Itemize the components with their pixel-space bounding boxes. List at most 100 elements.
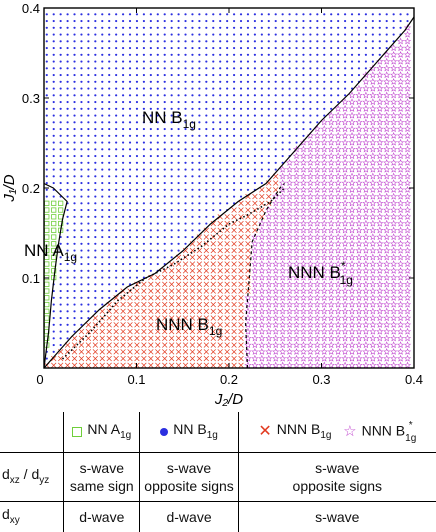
nnn-b1g-star-point	[377, 335, 383, 340]
nn-b1g-point	[302, 128, 304, 130]
nn-b1g-point	[330, 40, 332, 42]
nnn-b1g-star-point	[363, 335, 369, 340]
nn-b1g-point	[337, 67, 339, 69]
nn-b1g-point	[136, 67, 138, 69]
nnn-b1g-point	[142, 289, 147, 294]
nn-b1g-point	[46, 148, 48, 150]
cell-text: d-wave	[79, 509, 124, 525]
cell-dxy-nn-a1g: d-wave	[64, 502, 140, 532]
nnn-b1g-point	[197, 343, 202, 348]
nn-b1g-point	[184, 229, 186, 231]
nnn-b1g-point	[79, 343, 84, 348]
nn-b1g-point	[330, 33, 332, 35]
nn-b1g-point	[136, 249, 138, 251]
nnn-b1g-star-point	[405, 200, 411, 205]
nn-b1g-point	[205, 148, 207, 150]
nnn-b1g-star-point	[363, 295, 369, 300]
nn-b1g-point	[122, 175, 124, 177]
nnn-b1g-star-point	[349, 133, 355, 138]
nn-b1g-point	[191, 202, 193, 204]
nnn-b1g-star-point	[273, 302, 279, 307]
nn-b1g-point	[60, 128, 62, 130]
nn-b1g-point	[240, 47, 242, 49]
nnn-b1g-star-point	[342, 207, 348, 212]
nn-b1g-point	[101, 74, 103, 76]
nnn-b1g-star-point	[335, 200, 341, 205]
nnn-b1g-star-point	[342, 146, 348, 151]
nnn-b1g-star-point	[273, 281, 279, 286]
nnn-b1g-star-point	[349, 187, 355, 192]
nnn-b1g-star-point	[266, 227, 272, 232]
nnn-b1g-star-point	[356, 180, 362, 185]
nn-b1g-point	[184, 202, 186, 204]
nn-b1g-point	[66, 141, 68, 143]
nn-b1g-point	[282, 81, 284, 83]
nn-b1g-point	[87, 175, 89, 177]
nn-b1g-point	[171, 216, 173, 218]
nn-b1g-point	[164, 222, 166, 224]
nnn-b1g-star-point	[259, 342, 265, 347]
nn-b1g-point	[108, 222, 110, 224]
nnn-b1g-star-point	[391, 261, 397, 266]
nn-b1g-point	[164, 162, 166, 164]
nnn-b1g-star-point	[384, 207, 390, 212]
nnn-b1g-star-point	[391, 221, 397, 226]
nn-b1g-point	[150, 40, 152, 42]
nnn-b1g-point	[169, 349, 174, 354]
nn-b1g-point	[351, 74, 353, 76]
nn-b1g-point	[233, 175, 235, 177]
nn-b1g-point	[309, 40, 311, 42]
nn-b1g-point	[344, 74, 346, 76]
nn-b1g-point	[184, 222, 186, 224]
nnn-b1g-star-point	[294, 254, 300, 259]
nnn-b1g-star-point	[328, 342, 334, 347]
nnn-b1g-star-point	[321, 227, 327, 232]
nnn-b1g-star-point	[363, 99, 369, 104]
nnn-b1g-star-point	[377, 140, 383, 145]
nn-b1g-point	[177, 33, 179, 35]
nnn-b1g-star-point	[370, 194, 376, 199]
nnn-b1g-star-point	[363, 153, 369, 158]
nn-b1g-point	[87, 114, 89, 116]
nnn-b1g-star-point	[370, 362, 376, 367]
nn-a1g-point	[45, 302, 49, 306]
nn-b1g-point	[205, 87, 207, 89]
nn-b1g-point	[87, 303, 89, 305]
nn-b1g-point	[87, 94, 89, 96]
nn-b1g-point	[275, 40, 277, 42]
nn-b1g-point	[198, 67, 200, 69]
nn-b1g-point	[191, 81, 193, 83]
nn-b1g-point	[247, 33, 249, 35]
nn-b1g-point	[164, 67, 166, 69]
nn-b1g-point	[122, 141, 124, 143]
nnn-b1g-star-point	[280, 194, 286, 199]
nnn-b1g-star-point	[301, 146, 307, 151]
nn-b1g-point	[184, 74, 186, 76]
nn-b1g-point	[247, 81, 249, 83]
nn-b1g-point	[60, 81, 62, 83]
nn-b1g-point	[66, 290, 68, 292]
nn-b1g-point	[73, 33, 75, 35]
nn-b1g-point	[233, 108, 235, 110]
nnn-b1g-star-point	[335, 329, 341, 334]
nn-b1g-point	[157, 101, 159, 103]
nnn-b1g-star-point	[280, 254, 286, 259]
nn-b1g-point	[268, 168, 270, 170]
nn-b1g-point	[122, 13, 124, 15]
nn-b1g-point	[60, 67, 62, 69]
nnn-b1g-point	[169, 336, 174, 341]
nnn-b1g-star-point	[405, 79, 411, 84]
nnn-b1g-star-point	[391, 349, 397, 354]
nnn-b1g-star-point	[342, 180, 348, 185]
nn-b1g-point	[184, 13, 186, 15]
nn-b1g-point	[94, 148, 96, 150]
nn-b1g-point	[143, 60, 145, 62]
nnn-b1g-star-point	[405, 254, 411, 259]
nn-b1g-point	[73, 195, 75, 197]
nnn-b1g-point	[142, 329, 147, 334]
nn-b1g-point	[94, 236, 96, 238]
nnn-b1g-star-point	[294, 329, 300, 334]
nn-a1g-point	[45, 228, 49, 232]
nnn-b1g-point	[239, 336, 244, 341]
nn-b1g-point	[143, 47, 145, 49]
